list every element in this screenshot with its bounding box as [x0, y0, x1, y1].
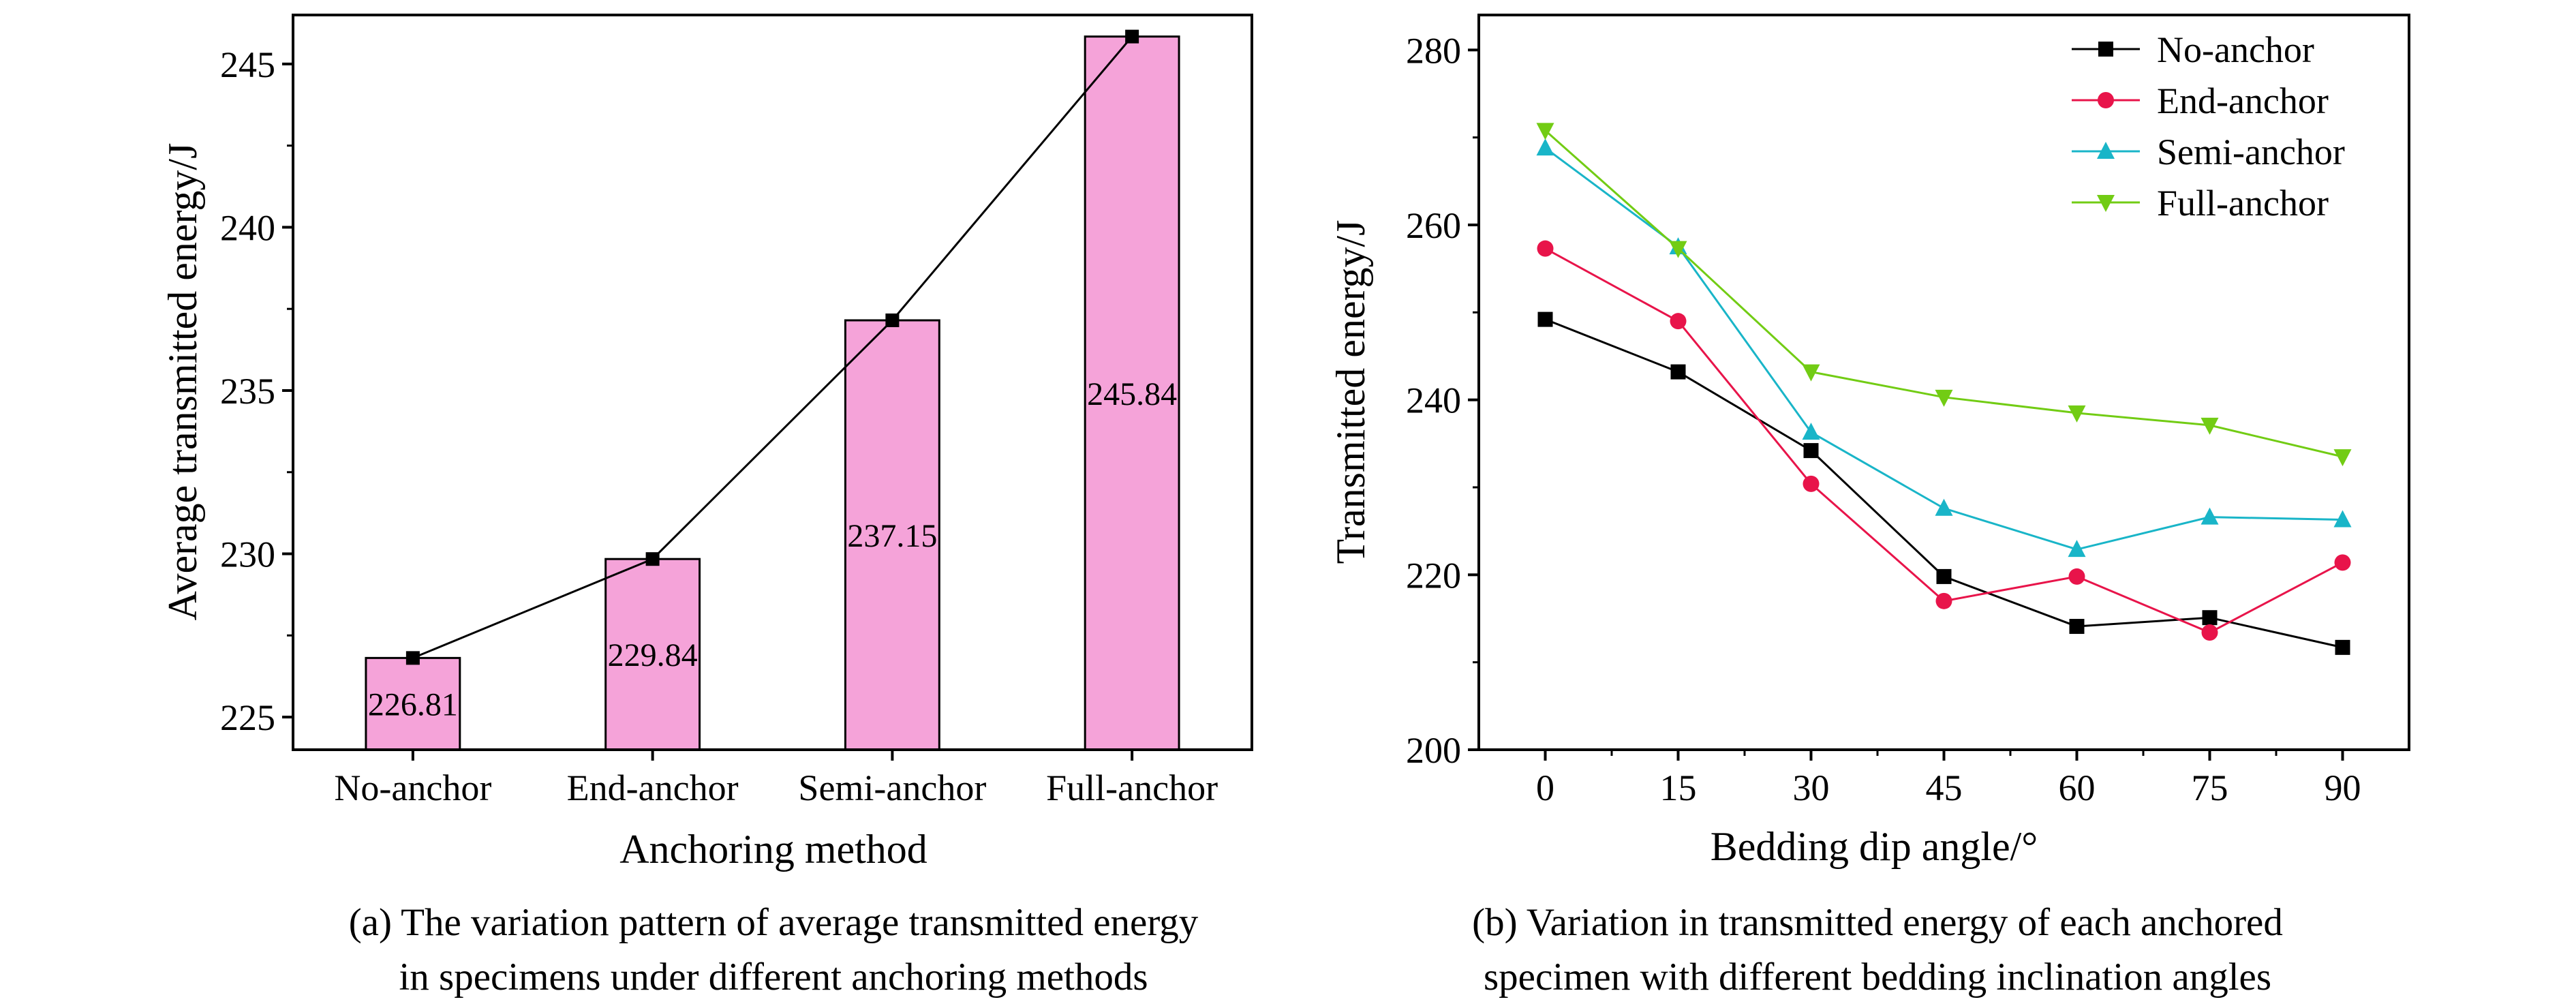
data-point — [1670, 313, 1687, 330]
bar-end-anchor — [604, 558, 701, 751]
data-point — [2201, 417, 2219, 435]
chart-b-legend: No-anchor End-anchor Semi-anchor Full-ancho… — [2072, 29, 2345, 224]
data-point — [2333, 510, 2352, 528]
chart-b-series — [1536, 123, 2352, 655]
legend-item-no-anchor: No-anchor — [2072, 29, 2314, 70]
y-tick-label: 235 — [220, 371, 275, 412]
trend-marker — [885, 313, 900, 327]
data-point — [2335, 639, 2350, 655]
x-tick-label: 45 — [1926, 767, 1963, 808]
y-tick-label: 240 — [1406, 380, 1461, 421]
data-point — [1935, 389, 1953, 407]
y-tick-label: 230 — [220, 534, 275, 575]
data-point — [1670, 364, 1686, 380]
data-point — [2201, 624, 2218, 641]
data-label: 237.15 — [847, 518, 937, 554]
data-point — [1537, 311, 1553, 327]
x-tick-label: No-anchor — [334, 767, 491, 808]
data-label: 245.84 — [1087, 376, 1177, 412]
x-tick-label: End-anchor — [567, 767, 739, 808]
chart-b-plot-frame — [1477, 14, 2410, 751]
trend-marker — [405, 651, 420, 665]
y-tick-label: 240 — [220, 207, 275, 248]
x-tick-label: 90 — [2325, 767, 2361, 808]
trend-line — [412, 35, 1133, 659]
data-point — [1803, 443, 1819, 459]
x-tick-label: 75 — [2192, 767, 2228, 808]
legend-label: No-anchor — [2157, 29, 2314, 70]
chart-b-x-axis-label: Bedding dip angle/° — [1711, 824, 2038, 869]
chart-a-x-axis-label: Anchoring method — [619, 827, 927, 872]
chart-a-caption-line-1: (a) The variation pattern of average tra… — [349, 901, 1199, 944]
legend-swatch-marker — [2097, 142, 2115, 159]
chart-a-y-axis: 225 230 235 240 245 — [220, 44, 293, 738]
chart-b-caption-line-2: specimen with different bedding inclinat… — [1484, 956, 2271, 999]
data-label: 229.84 — [608, 637, 698, 673]
legend-label: End-anchor — [2157, 80, 2329, 121]
data-point — [2068, 540, 2086, 558]
bar-full-anchor — [1084, 35, 1180, 751]
data-point — [2334, 554, 2351, 571]
data-point — [1536, 138, 1554, 156]
legend-swatch-marker — [2098, 92, 2114, 108]
legend-item-semi-anchor: Semi-anchor — [2072, 132, 2345, 172]
chart-a-bars — [365, 35, 1180, 751]
x-tick-label: 30 — [1793, 767, 1830, 808]
data-point — [1935, 498, 1953, 516]
data-point — [1935, 592, 1952, 609]
series-end-anchor — [1537, 240, 2351, 641]
y-tick-label: 225 — [220, 697, 275, 738]
data-point — [1802, 364, 1820, 382]
series-full-anchor — [1536, 123, 2352, 467]
x-tick-label: 0 — [1536, 767, 1554, 808]
data-point — [1803, 475, 1820, 492]
chart-b-caption-line-1: (b) Variation in transmitted energy of e… — [1472, 901, 2283, 944]
x-tick-label: Semi-anchor — [798, 767, 986, 808]
data-point — [1936, 568, 1952, 584]
y-tick-label: 200 — [1406, 730, 1461, 771]
chart-a-trend-line — [405, 29, 1139, 665]
y-tick-label: 220 — [1406, 555, 1461, 596]
data-point — [1537, 240, 1554, 257]
legend-label: Full-anchor — [2157, 183, 2329, 224]
chart-b: 200 220 240 260 280 0 15 30 45 60 75 90 No-anchor E… — [1328, 14, 2410, 999]
trend-marker — [645, 552, 660, 566]
data-point — [1802, 423, 1820, 440]
chart-a-y-axis-label: Average transmitted energy/J — [160, 143, 205, 621]
series-no-anchor — [1537, 311, 2350, 655]
data-point — [2202, 610, 2218, 626]
chart-b-y-axis-label: Transmitted energy/J — [1328, 220, 1373, 564]
legend-label: Semi-anchor — [2157, 132, 2345, 172]
data-point — [2201, 507, 2219, 525]
y-tick-label: 260 — [1406, 205, 1461, 246]
data-label: 226.81 — [368, 687, 458, 723]
data-point — [2333, 449, 2352, 467]
data-point — [1669, 241, 1687, 258]
chart-b-y-axis: 200 220 240 260 280 — [1406, 30, 1479, 771]
x-tick-label: 60 — [2059, 767, 2096, 808]
legend-item-end-anchor: End-anchor — [2072, 80, 2329, 121]
data-point — [2068, 405, 2086, 423]
series-line — [1544, 129, 2343, 458]
chart-a-data-labels: 226.81 229.84 237.15 245.84 — [368, 376, 1177, 723]
chart-a-x-axis: No-anchor End-anchor Semi-anchor Full-ancho… — [334, 750, 1218, 808]
x-tick-label: 15 — [1660, 767, 1697, 808]
data-point — [2068, 568, 2085, 585]
legend-item-full-anchor: Full-anchor — [2072, 183, 2329, 224]
bar-no-anchor — [365, 656, 461, 751]
y-tick-label: 245 — [220, 44, 275, 85]
legend-swatch-marker — [2098, 42, 2113, 57]
data-point — [1536, 123, 1554, 140]
chart-b-x-axis: 0 15 30 45 60 75 90 — [1536, 750, 2361, 808]
chart-a: 226.81 229.84 237.15 245.84 225 230 235 240 245… — [160, 14, 1253, 999]
legend-swatch-marker — [2097, 195, 2115, 212]
chart-a-caption-line-2: in specimens under different anchoring m… — [399, 956, 1148, 999]
y-tick-label: 280 — [1406, 30, 1461, 71]
chart-a-plot-frame — [292, 14, 1253, 751]
trend-marker — [1125, 29, 1139, 44]
x-tick-label: Full-anchor — [1046, 767, 1218, 808]
data-point — [2069, 619, 2085, 635]
